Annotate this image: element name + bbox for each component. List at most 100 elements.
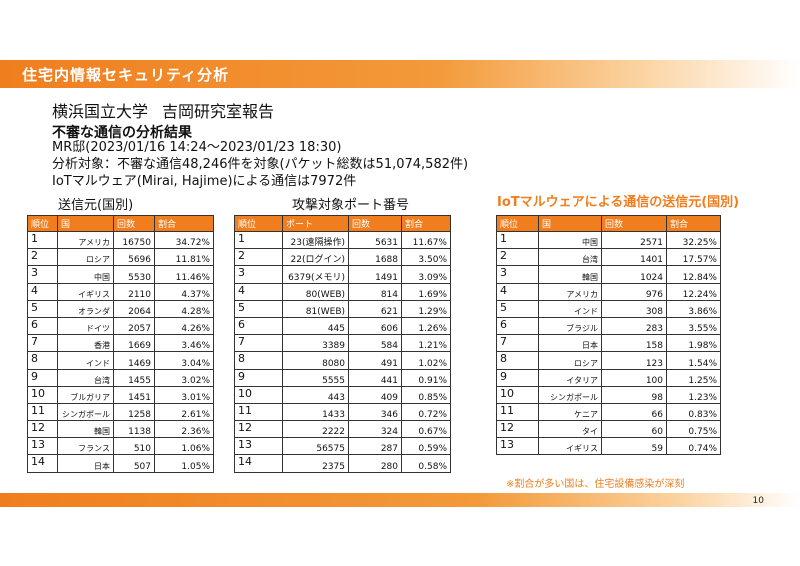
name-cell: 台湾 (538, 248, 602, 267)
table-row: 7 日本 158 1.98% (496, 334, 721, 353)
count-cell: 287 (348, 437, 402, 456)
table-row: 10 443 409 0.85% (234, 385, 451, 404)
page-title: 住宅内情報セキュリティ分析 (22, 66, 230, 84)
table-row: 11 ケニア 66 0.83% (496, 402, 721, 422)
ratio-header: 割合 (154, 215, 214, 232)
rank-cell: 5 (27, 299, 58, 318)
rank-cell: 2 (234, 248, 283, 267)
port-section-title: 攻撃対象ポート番号 (292, 198, 410, 213)
rank-cell: 12 (234, 420, 283, 439)
ratio-cell: 1.98% (666, 334, 721, 353)
table-header-row: 順位 ポート 回数 割合 (234, 215, 451, 232)
target-line: 分析対象：不審な通信48,246件を対象(パケット総数は51,074,582件) (52, 157, 469, 172)
ratio-cell: 1.26% (401, 316, 451, 336)
rank-cell: 10 (234, 385, 283, 404)
ratio-cell: 1.69% (401, 282, 451, 301)
port-table: 順位 ポート 回数 割合 1 23(遠隔操作) 5631 11.67% 2 22(ログイン) 16… (234, 215, 451, 473)
rank-cell: 13 (496, 437, 539, 456)
iot-source-table: 順位国回数 割合 1 中国 2571 32.25% 2 台湾 1401 17.57% 3 韓国 102… (496, 215, 721, 456)
name-cell: イタリア (538, 368, 602, 387)
count-cell: 507 (113, 454, 155, 473)
rank-cell: 6 (496, 316, 539, 336)
ratio-cell: 2.36% (154, 420, 214, 439)
ratio-cell: 3.86% (666, 299, 721, 318)
name-cell: 韓国 (538, 265, 602, 284)
table-row: 1 中国 2571 32.25% (496, 230, 721, 250)
table-row: 13 イギリス 59 0.74% (496, 437, 721, 456)
table-row: 4 80(WEB) 814 1.69% (234, 282, 451, 301)
ratio-cell: 1.25% (666, 368, 721, 387)
rank-cell: 7 (496, 334, 539, 353)
rank-cell: 14 (234, 454, 283, 473)
table-row: 6 ブラジル 283 3.55% (496, 316, 721, 336)
rank-cell: 13 (27, 437, 58, 456)
name-cell: 445 (282, 316, 349, 336)
count-cell: 1688 (348, 248, 402, 267)
name-cell: アメリカ (57, 230, 114, 250)
table-row: 3 韓国 1024 12.84% (496, 265, 721, 284)
count-cell: 158 (601, 334, 667, 353)
ratio-cell: 34.72% (154, 230, 214, 250)
rank-cell: 10 (27, 385, 58, 404)
ratio-cell: 3.01% (154, 385, 214, 404)
name-cell: シンガポール (57, 402, 114, 422)
ratio-cell: 4.26% (154, 316, 214, 336)
count-cell: 1469 (113, 351, 155, 370)
rank-header: 順位 (234, 215, 283, 232)
count-cell: 441 (348, 368, 402, 387)
name-cell: 443 (282, 385, 349, 404)
rank-cell: 1 (496, 230, 539, 250)
count-cell: 5530 (113, 265, 155, 284)
ratio-cell: 0.72% (401, 402, 451, 422)
name-cell: ロシア (57, 248, 114, 267)
table-row: 14 日本 507 1.05% (27, 454, 214, 473)
name-cell: 3389 (282, 334, 349, 353)
name-cell: ロシア (538, 351, 602, 370)
table-row: 2 22(ログイン) 1688 3.50% (234, 248, 451, 267)
ratio-cell: 4.28% (154, 299, 214, 318)
ratio-cell: 12.24% (666, 282, 721, 301)
name-cell: 6379(メモリ) (282, 265, 349, 284)
count-cell: 814 (348, 282, 402, 301)
name-cell: 2375 (282, 454, 349, 473)
table-row: 5 インド 308 3.86% (496, 299, 721, 318)
name-cell: 80(WEB) (282, 282, 349, 301)
rank-cell: 2 (496, 248, 539, 267)
name-cell: インド (538, 299, 602, 318)
ratio-cell: 32.25% (666, 230, 721, 250)
name-cell: 81(WEB) (282, 299, 349, 318)
page-number: 10 (752, 496, 764, 506)
university-name: 横浜国立大学 (52, 102, 149, 121)
count-cell: 308 (601, 299, 667, 318)
count-cell: 59 (601, 437, 667, 456)
name-cell: 中国 (538, 230, 602, 250)
count-cell: 1258 (113, 402, 155, 422)
table-row: 8 ロシア 123 1.54% (496, 351, 721, 370)
count-cell: 584 (348, 334, 402, 353)
table-row: 11 シンガポール 1258 2.61% (27, 402, 214, 422)
count-cell: 409 (348, 385, 402, 404)
footer-bar (0, 493, 800, 507)
ratio-cell: 1.06% (154, 437, 214, 456)
table-row: 3 6379(メモリ) 1491 3.09% (234, 265, 451, 284)
name-header: ポート (282, 215, 349, 232)
name-cell: ケニア (538, 402, 602, 422)
rank-cell: 2 (27, 248, 58, 267)
name-cell: 1433 (282, 402, 349, 422)
period-line: MR邸(2023/01/16 14:24～2023/01/23 18:30) (52, 140, 342, 155)
name-cell: 2222 (282, 420, 349, 439)
rank-header: 順位 (27, 215, 58, 232)
rank-cell: 7 (234, 334, 283, 353)
ratio-cell: 3.55% (666, 316, 721, 336)
ratio-cell: 11.81% (154, 248, 214, 267)
count-cell: 66 (601, 402, 667, 422)
table-row: 12 2222 324 0.67% (234, 420, 451, 439)
name-cell: 5555 (282, 368, 349, 387)
count-cell: 280 (348, 454, 402, 473)
rank-cell: 6 (27, 316, 58, 336)
ratio-cell: 1.54% (666, 351, 721, 370)
ratio-cell: 1.29% (401, 299, 451, 318)
source-table: 順位国回数 割合 1 アメリカ 16750 34.72% 2 ロシア 5696 11.81% 3 中… (27, 215, 214, 473)
rank-cell: 3 (27, 265, 58, 284)
count-cell: 2064 (113, 299, 155, 318)
